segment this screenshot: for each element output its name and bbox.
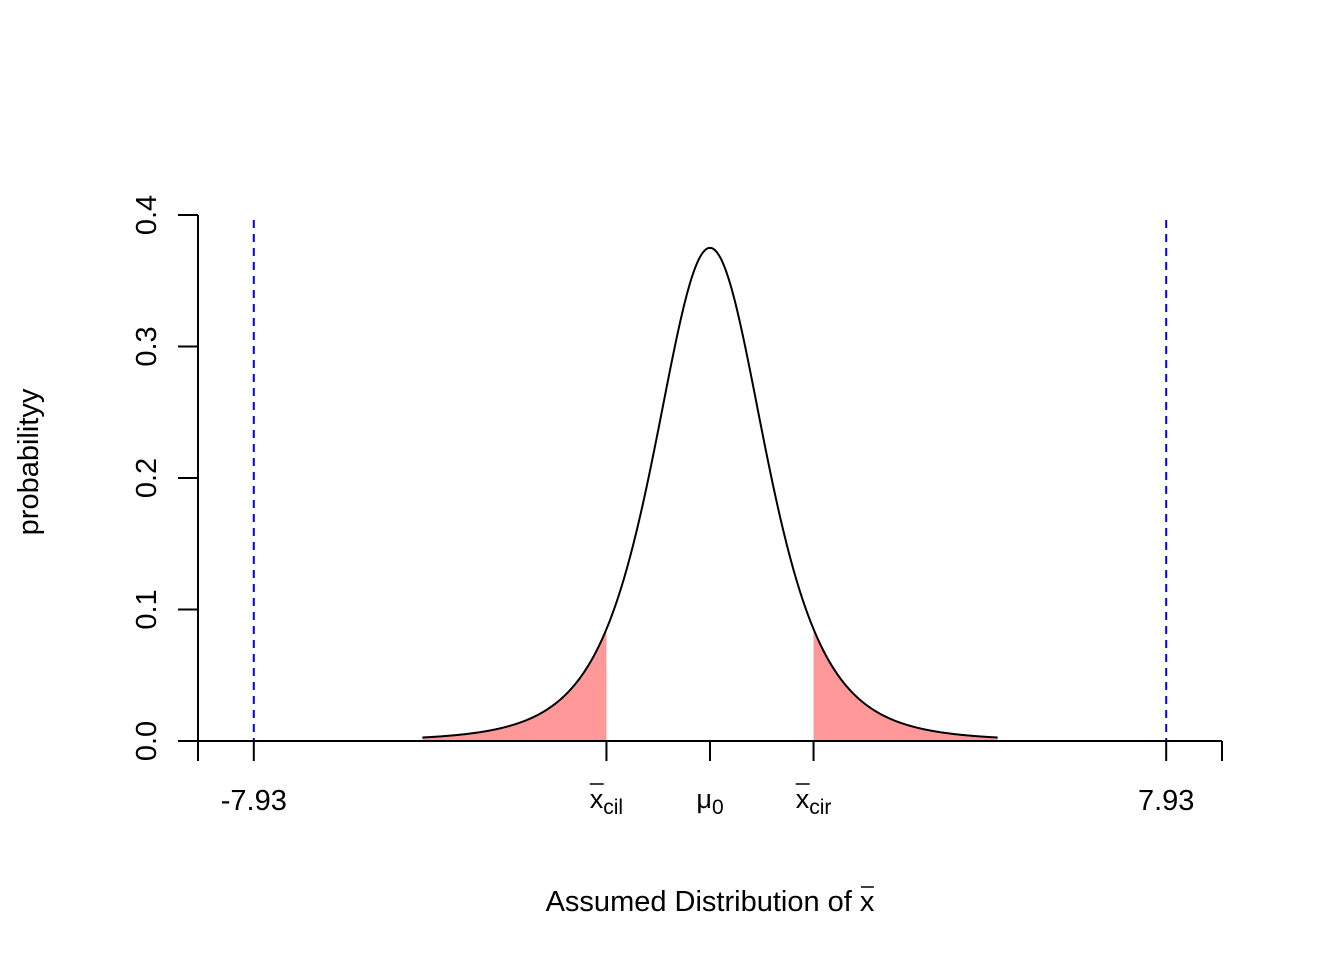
x-tick-label: xcir [796,784,832,819]
x-tick-label: xcil [590,784,623,819]
y-axis-label: probabilityy [13,388,45,535]
shaded-regions [422,629,998,741]
x-axis-label-text: Assumed Distribution of [546,886,860,918]
critical-lines [252,220,1168,741]
y-tick-label: 0.0 [131,721,163,761]
x-tick-label: -7.93 [221,785,287,817]
y-tick-label: 0.1 [131,589,163,629]
axes: 0.0 0.1 0.2 0.3 0.4 -7.93 xcil μ0 xcir 7.93 [131,195,1223,819]
y-tick-label: 0.3 [131,326,163,366]
shade-right-tail [813,629,998,741]
x-tick-label: 7.93 [1138,785,1194,817]
x-tick-label: μ0 [696,784,723,819]
y-tick-label: 0.4 [131,195,163,235]
x-axis-label: Assumed Distribution of x [546,886,875,918]
x-axis-label-symbol: x [860,886,875,918]
density-curve [422,246,998,739]
shade-left-tail [422,629,607,741]
y-tick-label: 0.2 [131,458,163,498]
